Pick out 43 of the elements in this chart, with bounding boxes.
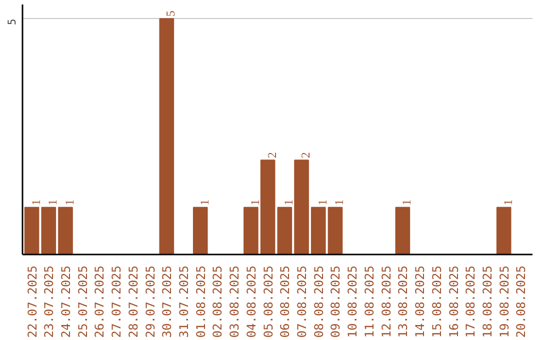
x-tick-label: 07.08.2025 <box>295 265 310 338</box>
x-tick-label: 02.08.2025 <box>210 265 225 338</box>
data-label: 1 <box>248 199 262 206</box>
x-tick-label: 01.08.2025 <box>194 265 208 338</box>
data-label: 2 <box>298 152 313 158</box>
x-tick-label: 16.08.2025 <box>446 265 461 338</box>
data-label: 1 <box>332 199 346 206</box>
x-tick-label: 13.08.2025 <box>396 265 410 338</box>
data-label: 1 <box>400 199 414 206</box>
x-tick-label: 08.08.2025 <box>312 265 326 338</box>
x-tick-label: 24.07.2025 <box>58 265 73 338</box>
x-tick-label: 15.08.2025 <box>430 265 444 338</box>
x-tick-label: 03.08.2025 <box>228 265 242 338</box>
data-label: 1 <box>197 199 212 206</box>
data-label: 1 <box>62 199 76 206</box>
x-tick-label: 27.07.2025 <box>110 265 124 338</box>
x-tick-label: 10.08.2025 <box>346 265 360 338</box>
x-tick-label: 14.08.2025 <box>413 265 428 338</box>
data-label: 5 <box>164 10 178 17</box>
x-tick-label: 22.07.2025 <box>25 265 40 338</box>
x-tick-label: 06.08.2025 <box>278 265 292 338</box>
x-tick-label: 12.08.2025 <box>379 265 394 338</box>
data-label: 1 <box>315 199 330 206</box>
x-tick-label: 30.07.2025 <box>160 265 174 338</box>
x-tick-label: 04.08.2025 <box>244 265 258 338</box>
data-label: 1 <box>28 199 43 206</box>
data-label: 1 <box>500 199 515 206</box>
x-tick-label: 09.08.2025 <box>328 265 343 338</box>
x-tick-label: 17.08.2025 <box>464 265 478 338</box>
x-tick-label: 19.08.2025 <box>497 265 512 338</box>
x-tick-label: 23.07.2025 <box>42 265 56 338</box>
data-label: 1 <box>46 199 60 206</box>
x-tick-label: 31.07.2025 <box>177 265 192 338</box>
x-tick-label: 26.07.2025 <box>92 265 107 338</box>
x-tick-label: 29.07.2025 <box>143 265 158 338</box>
x-tick-label: 28.07.2025 <box>126 265 140 338</box>
x-tick-label: 25.07.2025 <box>76 265 90 338</box>
x-tick-label: 11.08.2025 <box>362 265 376 338</box>
x-tick-label: 05.08.2025 <box>261 265 276 338</box>
data-label: 2 <box>264 152 279 158</box>
x-tick-label: 18.08.2025 <box>480 265 494 338</box>
data-label: 1 <box>282 199 296 206</box>
x-tick-label: 20.08.2025 <box>514 265 528 338</box>
